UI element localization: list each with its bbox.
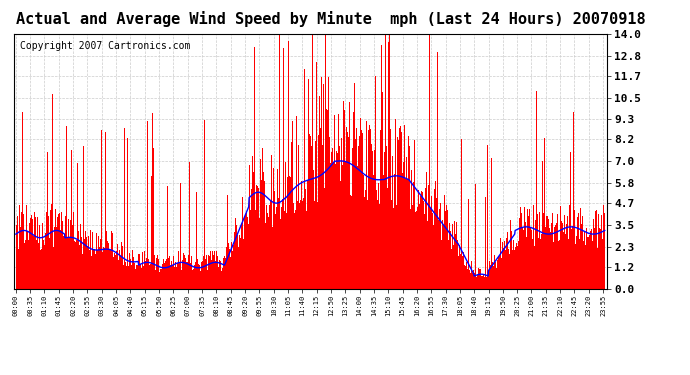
- Text: Actual and Average Wind Speed by Minute  mph (Last 24 Hours) 20070918: Actual and Average Wind Speed by Minute …: [17, 11, 646, 27]
- Text: Copyright 2007 Cartronics.com: Copyright 2007 Cartronics.com: [20, 41, 190, 51]
